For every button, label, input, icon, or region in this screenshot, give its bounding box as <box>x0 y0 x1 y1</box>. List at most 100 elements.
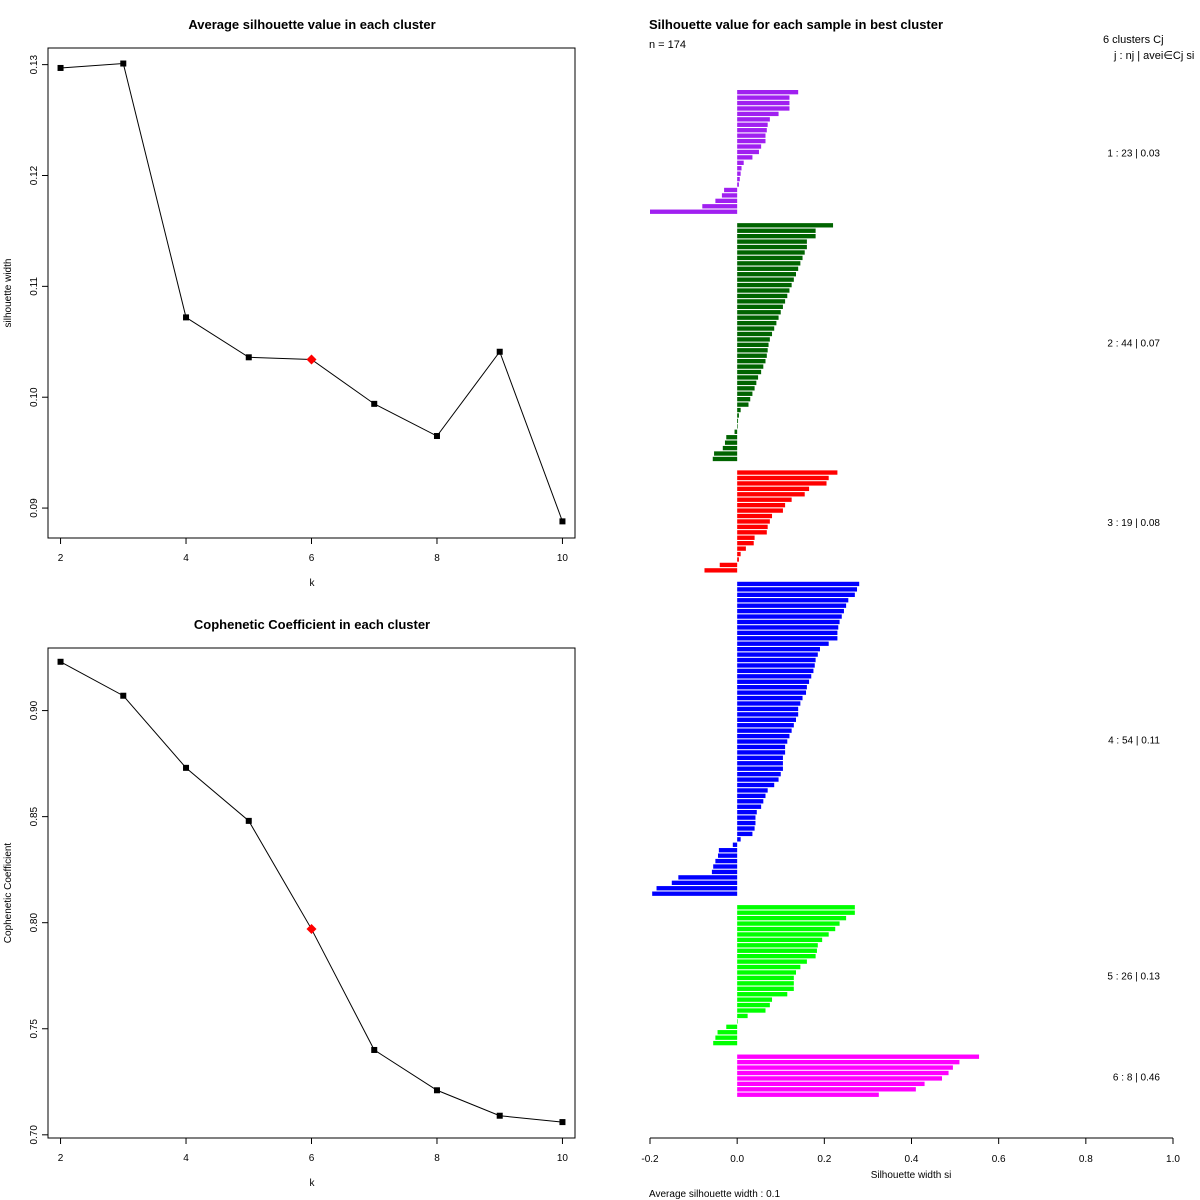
silhouette-bar-cluster-3 <box>737 470 838 475</box>
silhouette-bar-cluster-2 <box>726 435 738 440</box>
silhouette-bar-cluster-5 <box>737 921 840 926</box>
silhouette-bar-cluster-4 <box>737 712 799 717</box>
cluster-label-5: 5 : 26 | 0.13 <box>1107 972 1160 983</box>
p1-y-tick-label: 0.09 <box>29 498 40 518</box>
silhouette-bar-cluster-1 <box>737 171 741 176</box>
silhouette-bar-cluster-3 <box>737 513 773 519</box>
silhouette-bar-cluster-4 <box>715 858 738 864</box>
p2-data-point <box>559 1119 566 1126</box>
silhouette-bar-cluster-2 <box>737 353 767 358</box>
silhouette-bar-cluster-4 <box>737 674 812 679</box>
silhouette-bar-cluster-2 <box>737 375 759 380</box>
silhouette-bar-cluster-2 <box>737 315 779 320</box>
silhouette-bar-cluster-4 <box>737 668 814 674</box>
silhouette-x-tick-label: -0.2 <box>641 1154 659 1165</box>
silhouette-bar-cluster-4 <box>737 831 753 837</box>
silhouette-bar-cluster-6 <box>737 1070 949 1076</box>
silhouette-bar-cluster-4 <box>737 804 762 809</box>
silhouette-bar-cluster-5 <box>737 992 788 997</box>
silhouette-bar-cluster-5 <box>737 986 794 991</box>
silhouette-bar-cluster-4 <box>737 625 839 630</box>
silhouette-bar-cluster-2 <box>737 239 807 244</box>
p2-y-tick-label: 0.70 <box>29 1125 40 1145</box>
silhouette-bar-cluster-3 <box>737 541 754 546</box>
silhouette-bar-cluster-1 <box>650 209 738 214</box>
silhouette-bar-cluster-4 <box>737 641 829 646</box>
cluster-label-3: 3 : 19 | 0.08 <box>1107 518 1160 529</box>
silhouette-plot-frame <box>47 47 576 539</box>
silhouette-bar-cluster-4 <box>737 799 764 804</box>
silhouette-bar-cluster-4 <box>678 875 738 880</box>
silhouette-bar-cluster-1 <box>737 144 762 149</box>
legend-header-columns: j : nj | avei∈Cj si <box>1113 50 1194 62</box>
silhouette-bar-cluster-6 <box>737 1087 916 1092</box>
silhouette-bar-cluster-3 <box>719 562 738 568</box>
silhouette-bar-cluster-2 <box>737 288 790 293</box>
silhouette-bar-cluster-1 <box>737 160 744 165</box>
silhouette-bar-cluster-3 <box>737 551 741 557</box>
p2-data-point <box>120 692 127 699</box>
silhouette-bar-cluster-4 <box>737 646 820 652</box>
p2-highlight-point <box>306 924 317 935</box>
silhouette-bar-cluster-4 <box>737 766 783 771</box>
silhouette-bar-cluster-4 <box>737 679 810 684</box>
silhouette-bar-cluster-1 <box>737 133 766 138</box>
silhouette-bar-cluster-4 <box>737 717 797 722</box>
silhouette-bar-cluster-5 <box>737 910 855 915</box>
silhouette-bar-cluster-6 <box>737 1092 879 1097</box>
p1-data-point <box>245 354 252 361</box>
p1-y-tick-label: 0.13 <box>29 54 40 74</box>
silhouette-bar-cluster-3 <box>737 530 767 535</box>
silhouette-bar-cluster-4 <box>737 788 768 793</box>
p2-series-line <box>60 661 563 1123</box>
silhouette-bar-cluster-3 <box>737 492 805 497</box>
silhouette-bar-cluster-4 <box>737 685 807 690</box>
silhouette-bar-cluster-4 <box>737 744 786 750</box>
p1-x-tick-label: 6 <box>309 553 315 564</box>
silhouette-bar-cluster-5 <box>737 964 801 970</box>
silhouette-bar-cluster-5 <box>737 926 836 932</box>
silhouette-bar-cluster-1 <box>737 182 739 187</box>
cophenetic-y-axis-label: Cophenetic Coefficient <box>3 843 14 944</box>
p1-y-tick-label: 0.11 <box>29 277 40 296</box>
average-silhouette-footer: Average silhouette width : 0.1 <box>649 1189 780 1200</box>
silhouette-bar-cluster-5 <box>737 975 794 981</box>
silhouette-bar-cluster-1 <box>737 138 766 144</box>
p2-data-point <box>496 1112 503 1119</box>
silhouette-bar-cluster-6 <box>737 1054 980 1059</box>
p1-data-point <box>433 433 440 440</box>
silhouette-bar-cluster-5 <box>726 1024 738 1029</box>
silhouette-bar-cluster-4 <box>737 782 775 788</box>
silhouette-bar-cluster-2 <box>737 266 799 271</box>
silhouette-bar-cluster-2 <box>737 331 773 337</box>
silhouette-bar-cluster-2 <box>737 348 768 353</box>
silhouette-bar-cluster-1 <box>737 176 740 182</box>
silhouette-bar-cluster-6 <box>737 1081 925 1087</box>
silhouette-bar-cluster-4 <box>737 733 790 739</box>
silhouette-bar-cluster-5 <box>737 954 816 959</box>
silhouette-line-panel: Average silhouette value in each cluster… <box>3 17 576 589</box>
silhouette-bar-cluster-2 <box>737 223 834 228</box>
silhouette-bar-cluster-2 <box>737 228 816 233</box>
silhouette-bar-cluster-2 <box>737 250 805 255</box>
silhouette-bar-cluster-4 <box>737 695 803 701</box>
silhouette-bar-cluster-2 <box>737 342 769 348</box>
cophenetic-plot-frame <box>47 647 576 1139</box>
silhouette-bar-cluster-1 <box>737 117 770 122</box>
silhouette-bar-cluster-2 <box>737 255 803 261</box>
silhouette-bar-cluster-3 <box>737 535 755 540</box>
silhouette-bar-cluster-2 <box>737 397 751 402</box>
silhouette-bar-cluster-4 <box>737 614 842 619</box>
silhouette-bar-cluster-2 <box>737 304 783 309</box>
silhouette-bar-cluster-4 <box>737 630 838 636</box>
silhouette-bar-cluster-2 <box>722 445 738 451</box>
p1-series-line <box>60 62 563 522</box>
silhouette-bar-cluster-1 <box>737 95 790 100</box>
silhouette-bar-cluster-2 <box>737 299 786 304</box>
silhouette-bar-cluster-2 <box>714 451 738 456</box>
silhouette-bar-cluster-2 <box>734 429 738 434</box>
silhouette-bar-cluster-3 <box>737 557 739 562</box>
p1-x-tick-label: 10 <box>557 553 569 564</box>
silhouette-bar-x-axis-label: Silhouette width si <box>871 1170 952 1181</box>
silhouette-bar-cluster-4 <box>737 619 840 625</box>
